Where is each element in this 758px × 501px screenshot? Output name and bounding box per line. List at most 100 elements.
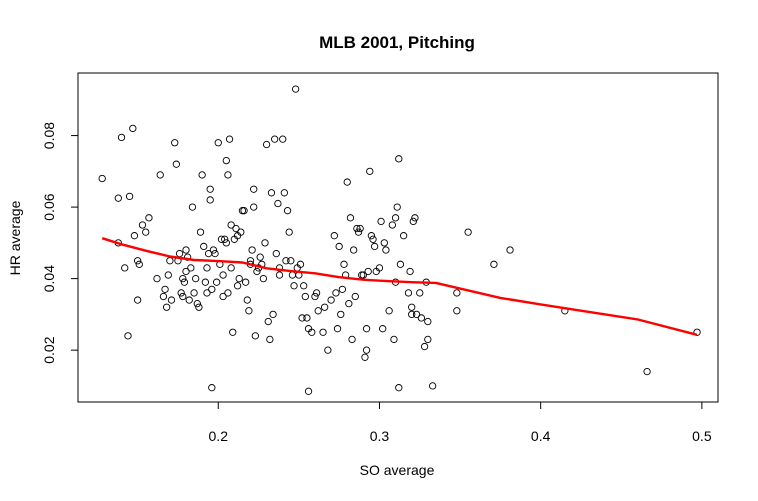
data-point xyxy=(227,264,235,272)
data-point xyxy=(232,224,240,233)
data-point xyxy=(225,135,234,143)
data-point xyxy=(203,264,211,272)
data-point xyxy=(314,307,322,315)
data-point xyxy=(279,135,287,143)
data-point xyxy=(114,194,122,202)
data-point xyxy=(192,274,200,283)
data-point xyxy=(411,214,419,222)
data-point xyxy=(219,292,227,301)
data-point xyxy=(117,133,126,142)
data-point xyxy=(364,267,372,276)
data-point xyxy=(338,285,347,294)
data-point xyxy=(366,167,374,175)
data-point xyxy=(182,267,190,276)
data-point xyxy=(291,85,300,93)
data-point xyxy=(175,249,184,258)
data-point xyxy=(420,342,429,351)
data-point xyxy=(200,242,208,251)
data-point xyxy=(391,214,400,222)
data-point xyxy=(253,267,261,276)
data-point xyxy=(187,264,195,272)
data-point xyxy=(408,310,416,319)
data-point xyxy=(296,260,305,268)
data-point xyxy=(133,257,142,265)
data-point xyxy=(217,235,226,243)
data-point xyxy=(259,274,268,283)
data-point xyxy=(506,246,514,254)
data-point xyxy=(227,221,235,229)
data-point xyxy=(417,314,426,322)
data-point xyxy=(124,332,132,340)
data-point xyxy=(180,278,189,286)
data-point xyxy=(332,289,340,297)
data-point xyxy=(340,260,348,268)
data-point xyxy=(235,274,243,283)
data-point xyxy=(121,264,129,272)
y-tick-label: 0.08 xyxy=(41,122,57,149)
data-point xyxy=(211,249,219,258)
data-point xyxy=(280,189,288,197)
data-point xyxy=(298,314,306,322)
data-point xyxy=(272,249,280,258)
data-point xyxy=(354,228,363,236)
data-point xyxy=(243,296,251,304)
data-point xyxy=(369,235,377,243)
data-point xyxy=(380,239,388,247)
data-point xyxy=(179,292,187,301)
data-point xyxy=(399,232,408,240)
data-point xyxy=(303,314,311,322)
data-point xyxy=(424,335,432,344)
data-point xyxy=(362,346,371,354)
data-point xyxy=(337,310,345,319)
data-point xyxy=(156,171,164,179)
data-point xyxy=(385,307,393,315)
data-point xyxy=(224,289,232,297)
data-point xyxy=(248,246,256,254)
data-point xyxy=(693,328,701,336)
data-point xyxy=(266,335,274,344)
data-point xyxy=(377,217,385,226)
data-point xyxy=(214,139,222,147)
data-point xyxy=(201,278,210,286)
data-point xyxy=(409,217,417,226)
data-point xyxy=(370,242,379,251)
data-point xyxy=(195,303,203,311)
data-point xyxy=(335,242,343,251)
data-point xyxy=(188,203,197,211)
data-point xyxy=(262,140,271,149)
data-point xyxy=(135,260,143,268)
data-point xyxy=(429,382,437,390)
data-point xyxy=(129,124,137,133)
data-point xyxy=(287,257,295,265)
data-point xyxy=(125,192,134,201)
data-point xyxy=(333,325,342,333)
data-point xyxy=(224,171,232,179)
plot-frame xyxy=(77,72,719,403)
data-point xyxy=(221,235,229,243)
data-point xyxy=(308,328,316,336)
chart-title: MLB 2001, Pitching xyxy=(319,33,475,52)
data-point xyxy=(643,367,651,376)
data-point xyxy=(290,282,298,290)
data-point xyxy=(304,387,313,395)
y-axis-title: HR average xyxy=(7,200,23,275)
data-point xyxy=(261,239,269,247)
data-point xyxy=(395,155,403,163)
data-point xyxy=(319,328,327,336)
data-point xyxy=(163,303,171,311)
data-point xyxy=(229,328,237,336)
data-point xyxy=(145,214,153,222)
data-point xyxy=(269,310,277,319)
data-point xyxy=(396,260,405,268)
data-point xyxy=(464,228,472,236)
data-point xyxy=(256,253,264,261)
data-point xyxy=(404,289,413,297)
data-point xyxy=(490,260,498,268)
data-point xyxy=(193,300,201,308)
x-tick-label: 0.5 xyxy=(692,428,712,444)
data-point xyxy=(185,296,193,304)
data-point xyxy=(166,257,174,265)
data-point xyxy=(172,160,180,168)
data-point xyxy=(343,178,351,186)
y-tick-label: 0.02 xyxy=(41,336,57,363)
